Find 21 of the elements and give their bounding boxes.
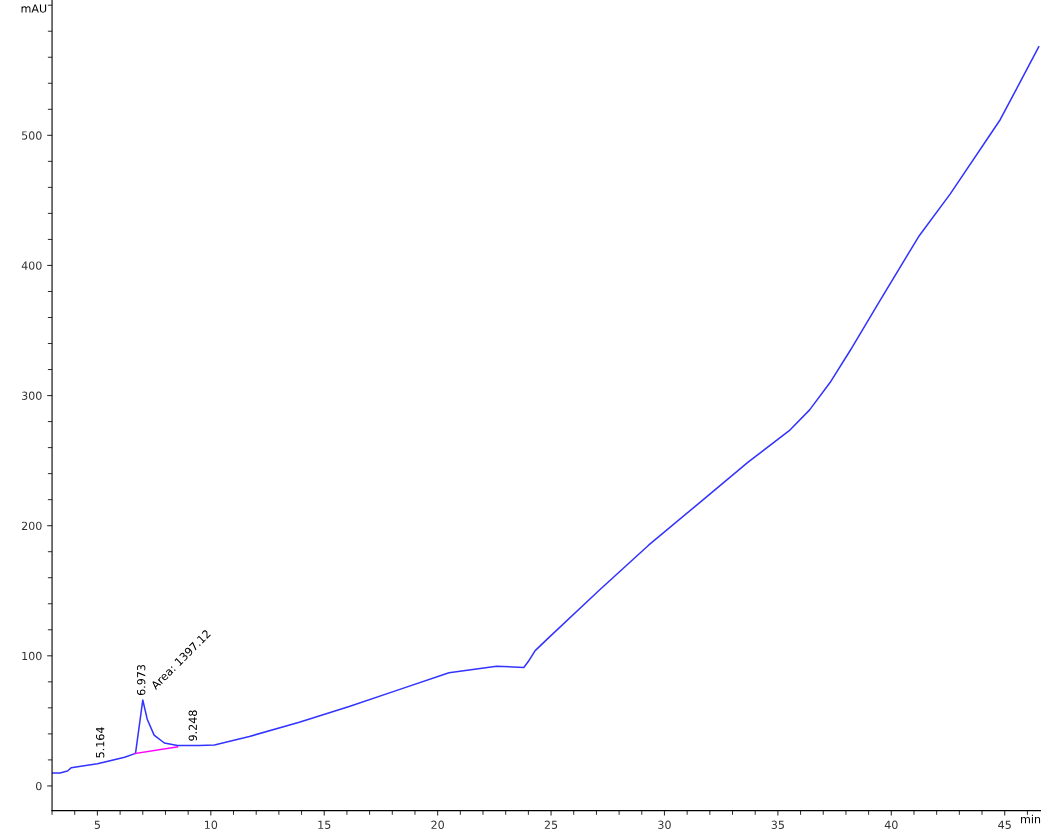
- y-tick-label: 0: [35, 781, 42, 791]
- x-tick-label: 35: [771, 820, 784, 829]
- x-tick-label: 10: [204, 820, 218, 829]
- x-tick-label: 40: [884, 820, 898, 829]
- y-tick-label: 200: [21, 521, 42, 531]
- annotation: 9.248: [188, 710, 197, 741]
- y-tick-label: 500: [21, 131, 42, 140]
- x-tick-label: 5: [94, 820, 100, 829]
- x-tick-label: 15: [318, 820, 331, 829]
- x-tick-label: 45: [998, 820, 1011, 829]
- line-series: [52, 46, 1040, 774]
- x-tick-label: 20: [431, 820, 444, 829]
- y-tick-label: 400: [21, 261, 42, 270]
- y-tick-label: 100: [22, 651, 42, 661]
- annotation: 5.164: [95, 727, 105, 758]
- y-tick-label: 300: [21, 391, 42, 400]
- x-axis-title: min: [1021, 814, 1041, 824]
- x-tick-label: 30: [658, 820, 671, 829]
- y-axis-title: mAU: [21, 4, 47, 13]
- annotation: 6.973: [136, 664, 146, 696]
- x-tick-label: 25: [544, 820, 558, 829]
